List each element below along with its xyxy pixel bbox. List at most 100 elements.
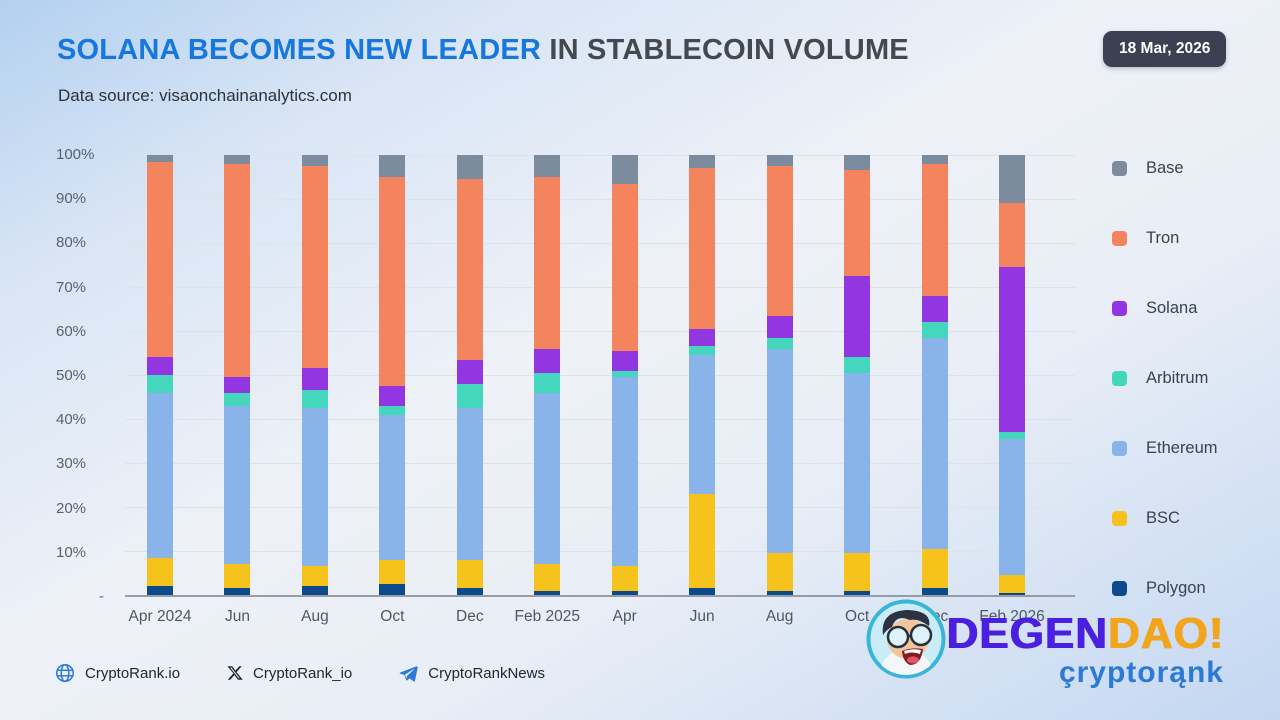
bar-segment-polygon — [456, 588, 483, 595]
bar-column-feb-2026: Feb 2026 — [979, 155, 1045, 625]
bar-segment-bsc — [301, 566, 328, 587]
legend-swatch-bsc — [1112, 510, 1127, 526]
legend-swatch-base — [1112, 160, 1127, 176]
gridline — [125, 463, 1075, 464]
gridline — [125, 243, 1075, 244]
page-title: SOLANA BECOMES NEW LEADER IN STABLECOIN … — [57, 34, 909, 67]
bar-segment-solana — [301, 368, 328, 391]
legend-label: Arbitrum — [1146, 368, 1209, 387]
bar-segment-tron — [301, 166, 328, 369]
bar-segment-base — [147, 155, 173, 162]
legend-label: BSC — [1146, 508, 1180, 527]
legend-item-ethereum: Ethereum — [1112, 438, 1218, 458]
telegram-label: CryptoRankNews — [428, 664, 545, 682]
title-rest: IN STABLECOIN VOLUME — [541, 34, 909, 66]
legend-item-polygon: Polygon — [1112, 578, 1218, 598]
bar-segment-polygon — [147, 586, 173, 595]
bar-segment-bsc — [224, 564, 251, 589]
bar-segment-tron — [998, 203, 1025, 268]
bar-segment-ethereum — [998, 438, 1025, 576]
gridline — [125, 419, 1075, 420]
bar-segment-polygon — [766, 590, 793, 595]
bar-segment-solana — [611, 350, 638, 371]
bar-segment-polygon — [301, 586, 328, 595]
bar-column-aug: Aug — [301, 155, 329, 625]
y-tick-label: 10% — [56, 543, 87, 561]
bar-segment-solana — [147, 357, 173, 376]
bar-segment-ethereum — [689, 355, 716, 494]
legend: Base Tron Solana Arbitrum Ethereum BSC Polygon — [1112, 158, 1218, 598]
bar-column-aug: Aug — [766, 155, 793, 625]
telegram-link[interactable]: CryptoRankNews — [398, 663, 545, 684]
bar-column-dec: Dec — [456, 155, 484, 625]
bar-segment-base — [224, 155, 251, 164]
bar-segment-tron — [921, 163, 948, 296]
bar-segment-base — [534, 155, 561, 178]
bar-segment-solana — [534, 348, 561, 373]
legend-item-base: Base — [1112, 158, 1218, 178]
bar-segment-arbitrum — [456, 383, 483, 409]
bar-segment-bsc — [147, 557, 173, 587]
legend-label: Base — [1146, 158, 1184, 177]
x-axis-label: Jun — [224, 608, 250, 625]
globe-icon — [54, 662, 76, 684]
legend-item-tron: Tron — [1112, 228, 1218, 248]
y-tick-label: 50% — [56, 367, 87, 384]
bar-segment-tron — [224, 163, 251, 378]
bar-segment-bsc — [611, 566, 638, 591]
gridline — [125, 155, 1075, 156]
legend-item-solana: Solana — [1112, 298, 1218, 318]
x-axis-label: Oct — [845, 608, 870, 625]
gridline — [125, 199, 1075, 200]
degen-text: DEGEN — [946, 609, 1108, 658]
bar-segment-bsc — [921, 548, 948, 589]
x-axis-label: Oct — [380, 608, 405, 625]
website-label: CryptoRank.io — [85, 664, 181, 682]
bar-segment-tron — [147, 161, 173, 358]
bar-segment-solana — [379, 386, 406, 406]
bar-segment-base — [766, 155, 793, 167]
y-tick-label: 100% — [56, 146, 95, 163]
bar-segment-polygon — [611, 590, 638, 595]
degendao-avatar — [866, 599, 946, 679]
bar-segment-polygon — [224, 588, 251, 595]
plot-area: Apr 2024 Jun Aug Oct Dec Feb 2025 Apr Jun Aug Oct… — [125, 155, 1075, 625]
cryptorank-wordmark: çryptorąnk — [1058, 656, 1224, 689]
bar-segment-bsc — [844, 553, 871, 591]
legend-swatch-arbitrum — [1112, 370, 1127, 386]
bar-segment-arbitrum — [147, 375, 173, 393]
bar-segment-polygon — [921, 588, 948, 595]
legend-label: Polygon — [1146, 578, 1206, 597]
bar-segment-ethereum — [844, 372, 871, 554]
x-axis-label: Apr 2024 — [128, 608, 192, 625]
bar-segment-bsc — [379, 559, 406, 584]
bar-segment-tron — [379, 177, 406, 387]
data-source-subtitle: Data source: visaonchainanalytics.com — [58, 86, 352, 105]
bar-segment-bsc — [534, 564, 561, 591]
y-axis: 100% 90% 80% 70% 60% 50% 40% 30% 20% 10% - — [0, 146, 120, 605]
y-tick-label: 40% — [56, 411, 87, 429]
gridline — [125, 551, 1075, 552]
bar-segment-solana — [689, 328, 716, 347]
bar-segment-ethereum — [224, 405, 251, 565]
bar-segment-base — [689, 155, 716, 169]
bar-segment-arbitrum — [534, 372, 561, 393]
legend-swatch-ethereum — [1112, 440, 1127, 456]
bar-segment-solana — [921, 295, 948, 323]
bar-segment-ethereum — [534, 392, 561, 565]
legend-label: Solana — [1146, 298, 1198, 317]
x-axis-label: Jun — [689, 608, 715, 625]
bar-segment-base — [921, 155, 948, 164]
bar-segment-solana — [766, 315, 793, 338]
bar-segment-tron — [456, 179, 483, 360]
bar-segment-arbitrum — [998, 432, 1025, 439]
legend-swatch-tron — [1112, 230, 1127, 246]
twitter-link[interactable]: CryptoRank_io — [226, 664, 352, 682]
bar-column-dec: Dec — [921, 155, 948, 625]
y-tick-label: 80% — [56, 234, 87, 252]
bar-segment-bsc — [456, 559, 483, 589]
bar-segment-tron — [766, 166, 793, 316]
bar-segment-ethereum — [379, 414, 406, 560]
website-link[interactable]: CryptoRank.io — [54, 662, 180, 684]
bar-segment-arbitrum — [224, 392, 251, 406]
